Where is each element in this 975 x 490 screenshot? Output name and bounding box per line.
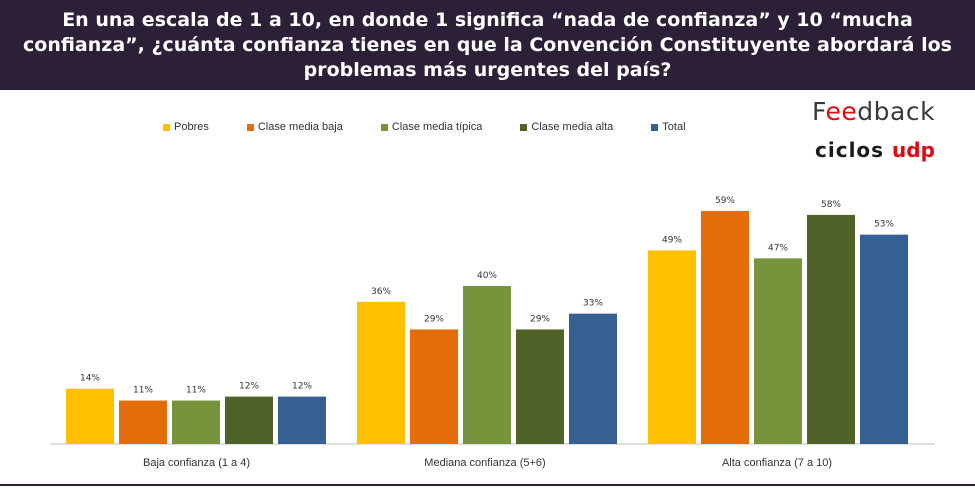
category-label-0: Baja confianza (1 a 4) [143, 457, 250, 469]
data-label-1-4: 33% [583, 299, 603, 309]
category-label-2: Alta confianza (7 a 10) [722, 457, 832, 469]
legend-item-4: Total [651, 121, 686, 133]
header-banner: En una escala de 1 a 10, en donde 1 sign… [0, 0, 975, 90]
bar-1-4 [569, 313, 617, 444]
legend-swatch [380, 123, 388, 131]
bar-0-3 [225, 396, 273, 444]
legend-item-2: Clase media típica [380, 121, 483, 133]
legend-item-1: Clase media baja [246, 121, 343, 133]
data-label-1-3: 29% [530, 314, 550, 324]
legend-swatch [246, 123, 254, 131]
data-label-0-2: 11% [186, 386, 206, 396]
data-label-0-4: 12% [292, 382, 312, 392]
legend-label: Clase media alta [531, 121, 614, 133]
legend-label: Clase media típica [391, 121, 483, 133]
bar-1-0 [357, 301, 405, 444]
bar-2-1 [701, 210, 749, 444]
data-label-1-0: 36% [371, 287, 391, 297]
bar-0-0 [66, 388, 114, 444]
bar-2-4 [860, 234, 908, 444]
legend-label: Pobres [174, 121, 209, 133]
data-label-0-3: 12% [239, 382, 259, 392]
data-label-2-2: 47% [768, 243, 788, 253]
feedback-logo: Feedback [812, 97, 936, 126]
legend-swatch [520, 123, 528, 131]
legend: Pobres Clase media baja Clase media típica… [163, 121, 724, 133]
data-label-1-2: 40% [477, 271, 497, 281]
legend-swatch [651, 123, 659, 131]
bar-0-2 [172, 400, 220, 444]
bar-2-3 [807, 214, 855, 444]
legend-item-0: Pobres [163, 121, 209, 133]
data-label-2-0: 49% [662, 235, 682, 245]
legend-label: Clase media baja [257, 121, 343, 133]
bar-1-1 [410, 329, 458, 444]
data-label-1-1: 29% [424, 314, 444, 324]
legend-swatch [163, 123, 170, 131]
bar-2-2 [754, 258, 802, 444]
bar-0-4 [278, 396, 326, 444]
bar-2-0 [648, 250, 696, 444]
category-label-1: Mediana confianza (5+6) [424, 457, 545, 469]
ciclos-udp-logo: ciclos udp [815, 138, 935, 162]
data-label-0-1: 11% [133, 386, 153, 396]
data-label-2-3: 58% [821, 200, 841, 210]
data-label-0-0: 14% [80, 374, 100, 384]
footer-divider [0, 484, 975, 486]
data-label-2-4: 53% [874, 220, 894, 230]
bar-1-2 [463, 286, 511, 444]
legend-item-3: Clase media alta [520, 121, 613, 133]
bar-0-1 [119, 400, 167, 444]
chart-title: En una escala de 1 a 10, en donde 1 sign… [23, 8, 952, 81]
legend-label: Total [662, 121, 686, 133]
data-label-2-1: 59% [715, 196, 735, 206]
bar-1-3 [516, 329, 564, 444]
